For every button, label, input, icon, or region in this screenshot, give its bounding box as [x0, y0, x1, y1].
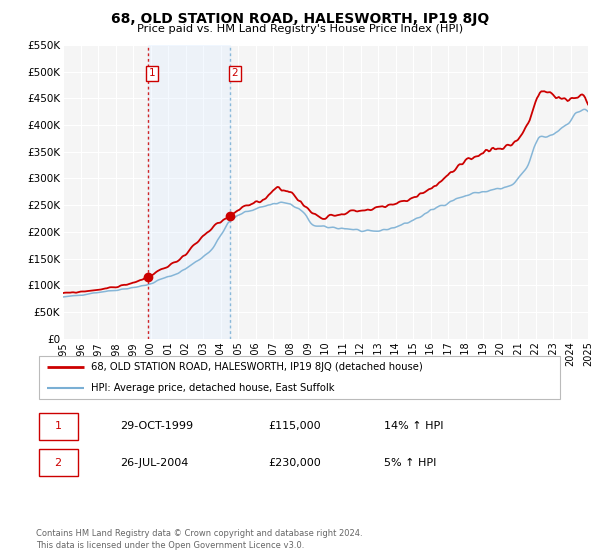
Text: 1: 1 [149, 68, 155, 78]
Bar [148, 45, 230, 339]
Text: 14% ↑ HPI: 14% ↑ HPI [385, 421, 444, 431]
Text: HPI: Average price, detached house, East Suffolk: HPI: Average price, detached house, East… [91, 383, 335, 393]
Text: 68, OLD STATION ROAD, HALESWORTH, IP19 8JQ (detached house): 68, OLD STATION ROAD, HALESWORTH, IP19 8… [91, 362, 423, 372]
Text: 26-JUL-2004: 26-JUL-2004 [121, 458, 189, 468]
FancyBboxPatch shape [38, 413, 78, 440]
Text: 29-OCT-1999: 29-OCT-1999 [121, 421, 194, 431]
Text: 2: 2 [232, 68, 238, 78]
Text: 68, OLD STATION ROAD, HALESWORTH, IP19 8JQ: 68, OLD STATION ROAD, HALESWORTH, IP19 8… [111, 12, 489, 26]
Text: £115,000: £115,000 [268, 421, 321, 431]
FancyBboxPatch shape [38, 449, 78, 476]
Text: 2: 2 [55, 458, 62, 468]
Text: This data is licensed under the Open Government Licence v3.0.: This data is licensed under the Open Gov… [36, 541, 304, 550]
FancyBboxPatch shape [38, 356, 560, 399]
Text: £230,000: £230,000 [268, 458, 321, 468]
Text: 5% ↑ HPI: 5% ↑ HPI [385, 458, 437, 468]
Text: Price paid vs. HM Land Registry's House Price Index (HPI): Price paid vs. HM Land Registry's House … [137, 24, 463, 34]
Text: Contains HM Land Registry data © Crown copyright and database right 2024.: Contains HM Land Registry data © Crown c… [36, 530, 362, 539]
Text: 1: 1 [55, 421, 62, 431]
